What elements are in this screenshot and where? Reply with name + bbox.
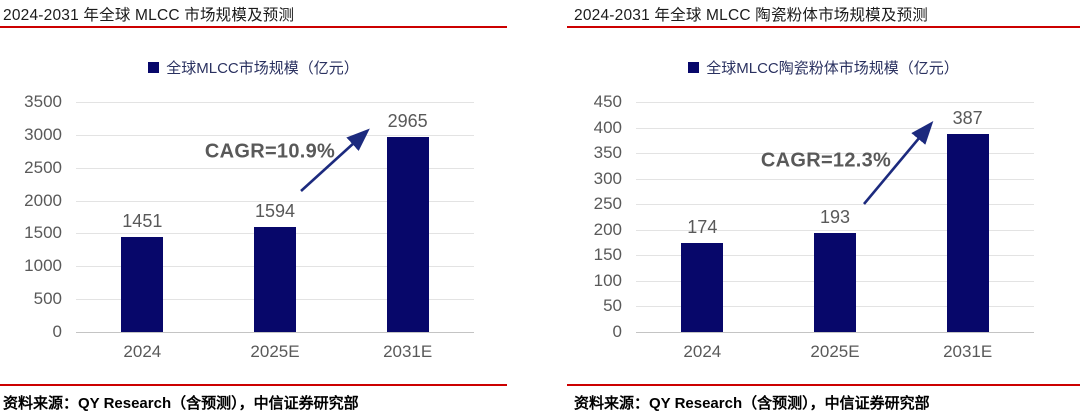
title-underline-rule bbox=[567, 26, 1080, 28]
y-tick-label: 50 bbox=[603, 296, 622, 316]
chart-legend: 全球MLCC市场规模（亿元） bbox=[0, 57, 507, 78]
y-tick-label: 3000 bbox=[24, 124, 62, 144]
bar-2031E bbox=[386, 137, 429, 332]
y-tick-label: 100 bbox=[593, 270, 622, 290]
source-divider-rule bbox=[567, 384, 1080, 386]
y-tick-label: 3500 bbox=[24, 92, 62, 111]
cagr-annotation: CAGR=12.3% bbox=[760, 149, 892, 172]
value-label: 1451 bbox=[122, 210, 163, 231]
y-tick-label: 0 bbox=[52, 322, 62, 341]
gridline bbox=[636, 153, 1034, 155]
bar-chart-plot-area: 0 50 100 150 200 250 300 350 400 450 174 2024 193 202… bbox=[567, 92, 1080, 377]
bar-2024 bbox=[121, 236, 164, 332]
y-tick-label: 1000 bbox=[24, 256, 62, 276]
value-label: 387 bbox=[952, 108, 983, 129]
x-tick-label: 2025E bbox=[250, 342, 300, 361]
legend-swatch-icon bbox=[688, 62, 700, 73]
gridline bbox=[636, 229, 1034, 231]
bar-2025E bbox=[814, 233, 856, 332]
y-tick-label: 2500 bbox=[24, 157, 62, 177]
title-underline-rule bbox=[0, 26, 507, 28]
gridline bbox=[636, 204, 1034, 206]
y-tick-label: 200 bbox=[593, 219, 622, 239]
chart-legend: 全球MLCC陶瓷粉体市场规模（亿元） bbox=[567, 57, 1080, 78]
gridline bbox=[76, 102, 474, 103]
bar-2025E bbox=[254, 227, 296, 332]
x-tick-label: 2024 bbox=[123, 342, 162, 361]
legend-swatch-icon bbox=[148, 62, 160, 73]
gridline bbox=[636, 127, 1034, 129]
gridline bbox=[636, 102, 1034, 103]
y-tick-label: 250 bbox=[593, 194, 622, 214]
legend-label: 全球MLCC市场规模（亿元） bbox=[166, 60, 359, 77]
y-tick-label: 300 bbox=[593, 168, 622, 188]
gridline bbox=[76, 167, 474, 169]
y-tick-label: 350 bbox=[593, 143, 622, 163]
x-axis-line bbox=[636, 332, 1034, 333]
source-attribution: 资料来源：QY Research（含预测），中信证券研究部 bbox=[574, 395, 930, 412]
x-tick-label: 2025E bbox=[810, 342, 860, 361]
x-tick-label: 2031E bbox=[383, 342, 433, 361]
gridline bbox=[636, 178, 1034, 180]
bar-2031E bbox=[946, 134, 989, 332]
x-tick-label: 2031E bbox=[943, 342, 993, 361]
source-divider-rule bbox=[0, 384, 507, 386]
y-tick-label: 0 bbox=[612, 322, 622, 341]
value-label: 193 bbox=[819, 207, 851, 228]
bar-chart-plot-area: 0 500 1000 1500 2000 2500 3000 3500 1451 2024 1594… bbox=[0, 92, 507, 377]
value-label: 2965 bbox=[387, 111, 428, 132]
y-tick-label: 150 bbox=[593, 245, 622, 265]
y-tick-label: 2000 bbox=[24, 190, 62, 210]
legend-label: 全球MLCC陶瓷粉体市场规模（亿元） bbox=[706, 60, 959, 77]
value-label: 1594 bbox=[254, 201, 296, 222]
y-tick-label: 500 bbox=[33, 289, 62, 309]
gridline bbox=[76, 200, 474, 202]
chart-title: 2024-2031 年全球 MLCC 市场规模及预测 bbox=[3, 7, 295, 24]
x-axis-line bbox=[76, 332, 474, 333]
chart-panel-mlcc-market: 2024-2031 年全球 MLCC 市场规模及预测 全球MLCC市场规模（亿元… bbox=[0, 0, 507, 420]
cagr-annotation: CAGR=10.9% bbox=[204, 140, 336, 163]
y-tick-label: 400 bbox=[593, 117, 622, 137]
chart-panel-mlcc-ceramic-powder: 2024-2031 年全球 MLCC 陶瓷粉体市场规模及预测 全球MLCC陶瓷粉… bbox=[567, 0, 1080, 420]
source-attribution: 资料来源：QY Research（含预测），中信证券研究部 bbox=[3, 395, 359, 412]
y-tick-label: 1500 bbox=[24, 223, 62, 243]
chart-title: 2024-2031 年全球 MLCC 陶瓷粉体市场规模及预测 bbox=[574, 7, 928, 24]
gridline bbox=[76, 134, 474, 136]
y-tick-label: 450 bbox=[593, 92, 622, 111]
x-tick-label: 2024 bbox=[683, 342, 722, 361]
value-label: 174 bbox=[687, 217, 718, 238]
bar-2024 bbox=[681, 243, 724, 332]
